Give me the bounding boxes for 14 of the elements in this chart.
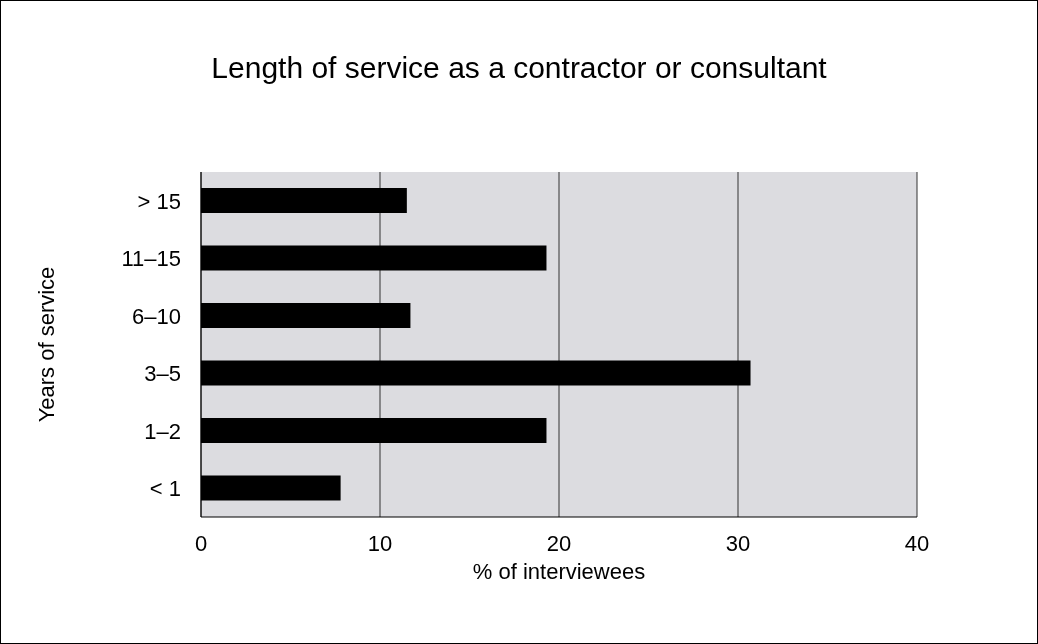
- y-tick-label: 6–10: [132, 303, 181, 329]
- x-tick-label: 40: [904, 530, 930, 556]
- y-axis-title: Years of service: [33, 266, 59, 423]
- x-tick-label: 10: [367, 530, 393, 556]
- chart-title: Length of service as a contractor or consultant: [210, 51, 828, 85]
- y-tick-label: > 15: [137, 188, 181, 214]
- x-tick-label: 20: [546, 530, 572, 556]
- x-tick-label: 0: [194, 530, 208, 556]
- y-tick-label: 3–5: [144, 361, 181, 387]
- y-tick-label: 1–2: [144, 418, 181, 444]
- x-tick-label: 30: [725, 530, 751, 556]
- y-tick-label: 11–15: [121, 246, 181, 272]
- y-tick-label: < 1: [149, 476, 181, 502]
- x-axis-title: % of interviewees: [472, 559, 646, 584]
